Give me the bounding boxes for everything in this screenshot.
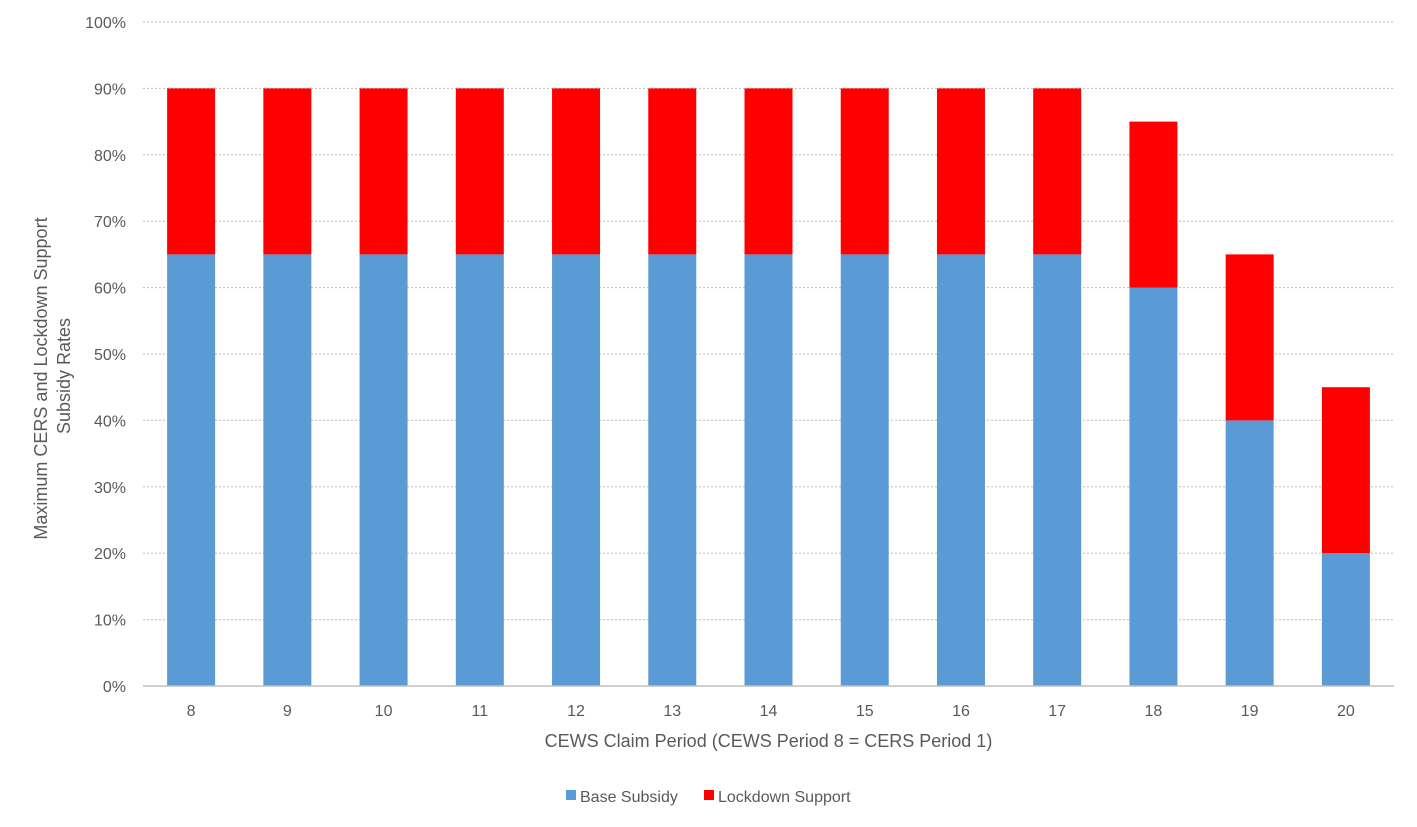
y-axis-title: Maximum CERS and Lockdown Support Subsid… xyxy=(31,212,74,539)
bar-lockdown-support-17 xyxy=(1033,88,1082,255)
bar-base-subsidy-11 xyxy=(455,254,504,686)
legend-swatch xyxy=(704,790,714,800)
bar-base-subsidy-15 xyxy=(840,254,889,686)
bar-lockdown-support-14 xyxy=(744,88,793,255)
y-tick-label: 70% xyxy=(94,214,126,231)
bar-base-subsidy-14 xyxy=(744,254,793,686)
y-tick-label: 30% xyxy=(94,480,126,497)
bar-base-subsidy-9 xyxy=(263,254,312,686)
y-tick-label: 100% xyxy=(85,15,126,32)
bar-lockdown-support-20 xyxy=(1321,387,1370,554)
legend-label: Base Subsidy xyxy=(580,789,678,806)
bar-lockdown-support-16 xyxy=(936,88,985,255)
x-tick-label: 19 xyxy=(1241,703,1259,720)
y-tick-labels: 0% 10% 20% 30% 40% 50% 60% 70% 80% 90% 100% xyxy=(85,15,126,696)
x-tick-labels: 8 9 10 11 12 13 14 15 16 17 18 19 20 xyxy=(187,703,1355,720)
bar-lockdown-support-9 xyxy=(263,88,312,255)
x-tick-label: 13 xyxy=(663,703,681,720)
y-axis-title-line-1: Maximum CERS and Lockdown Support xyxy=(31,217,51,539)
y-tick-label: 40% xyxy=(94,413,126,430)
bars xyxy=(167,88,1370,686)
x-tick-label: 17 xyxy=(1048,703,1066,720)
bar-base-subsidy-13 xyxy=(648,254,697,686)
bar-base-subsidy-16 xyxy=(936,254,985,686)
y-axis-title-line-2: Subsidy Rates xyxy=(54,318,74,434)
x-axis-title: CEWS Claim Period (CEWS Period 8 = CERS … xyxy=(545,731,993,751)
bar-lockdown-support-15 xyxy=(840,88,889,255)
x-tick-label: 10 xyxy=(375,703,393,720)
bar-base-subsidy-8 xyxy=(167,254,216,686)
y-tick-label: 10% xyxy=(94,613,126,630)
x-tick-label: 20 xyxy=(1337,703,1355,720)
bar-lockdown-support-11 xyxy=(455,88,504,255)
bar-lockdown-support-13 xyxy=(648,88,697,255)
bar-base-subsidy-12 xyxy=(552,254,601,686)
y-tick-label: 80% xyxy=(94,148,126,165)
x-tick-label: 15 xyxy=(856,703,874,720)
bar-lockdown-support-8 xyxy=(167,88,216,255)
y-tick-label: 20% xyxy=(94,546,126,563)
x-tick-label: 9 xyxy=(283,703,292,720)
bar-lockdown-support-18 xyxy=(1129,121,1178,288)
y-tick-label: 90% xyxy=(94,81,126,98)
x-tick-label: 12 xyxy=(567,703,585,720)
bar-base-subsidy-17 xyxy=(1033,254,1082,686)
legend-swatch xyxy=(566,790,576,800)
legend-label: Lockdown Support xyxy=(718,789,851,806)
bar-base-subsidy-20 xyxy=(1321,553,1370,686)
legend: Base Subsidy Lockdown Support xyxy=(566,789,851,806)
x-tick-label: 14 xyxy=(760,703,778,720)
bar-lockdown-support-12 xyxy=(552,88,601,255)
y-tick-label: 60% xyxy=(94,281,126,298)
bar-lockdown-support-19 xyxy=(1225,254,1274,421)
bar-base-subsidy-18 xyxy=(1129,287,1178,686)
bar-lockdown-support-10 xyxy=(359,88,408,255)
x-tick-label: 8 xyxy=(187,703,196,720)
y-tick-label: 50% xyxy=(94,347,126,364)
x-tick-label: 18 xyxy=(1145,703,1163,720)
bar-base-subsidy-19 xyxy=(1225,420,1274,686)
x-tick-label: 11 xyxy=(472,703,489,720)
y-tick-label: 0% xyxy=(103,679,126,696)
bar-base-subsidy-10 xyxy=(359,254,408,686)
x-tick-label: 16 xyxy=(952,703,970,720)
